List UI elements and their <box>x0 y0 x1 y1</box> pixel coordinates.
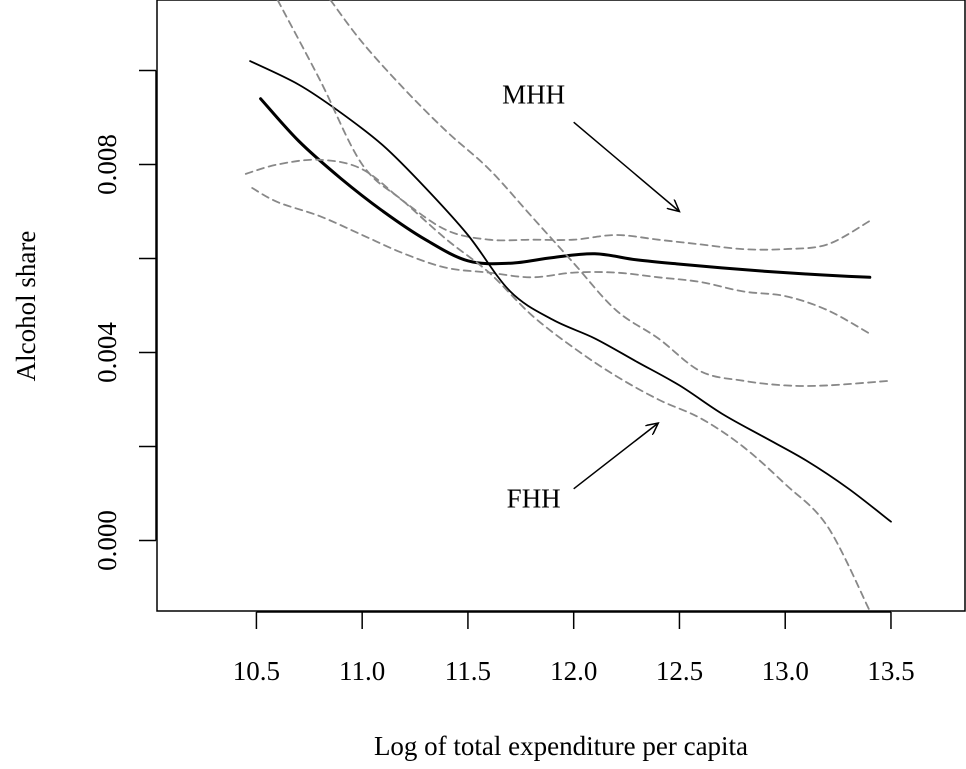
plot-frame <box>156 0 966 612</box>
series-line-mhh-ci-lower <box>251 187 871 335</box>
x-axis-title: Log of total expenditure per capita <box>374 731 748 761</box>
annotation-arrow-fhh <box>573 423 659 490</box>
y-axis: 0.000 0.004 0.008 <box>92 69 157 571</box>
annotation-arrow-mhh <box>573 121 680 211</box>
annotation-fhh: FHH <box>507 484 561 514</box>
x-tick-label: 11.5 <box>445 656 491 686</box>
x-tick-label: 12.0 <box>550 656 597 686</box>
series-line-fhh-ci-lower <box>276 0 871 612</box>
x-tick-label: 11.0 <box>339 656 385 686</box>
x-tick-label: 13.5 <box>867 656 914 686</box>
x-tick-label: 10.5 <box>233 656 280 686</box>
series-line-mhh <box>259 97 872 279</box>
series-line-mhh-ci-upper <box>244 158 871 251</box>
x-tick-label: 13.0 <box>762 656 809 686</box>
annotation-layer: MHH FHH <box>502 79 680 514</box>
series-line-fhh-ci-upper <box>329 0 892 387</box>
y-tick-label: 0.004 <box>92 322 122 383</box>
annotation-mhh: MHH <box>502 79 565 109</box>
y-axis-title: Alcohol share <box>11 231 41 382</box>
series-line-fhh <box>249 60 892 523</box>
x-tick-label: 12.5 <box>656 656 703 686</box>
y-tick-label: 0.000 <box>92 510 122 571</box>
y-tick-label: 0.008 <box>92 134 122 195</box>
x-axis: 10.5 11.0 11.5 12.0 12.5 13.0 13.5 <box>233 611 915 686</box>
series-layer <box>244 0 892 612</box>
